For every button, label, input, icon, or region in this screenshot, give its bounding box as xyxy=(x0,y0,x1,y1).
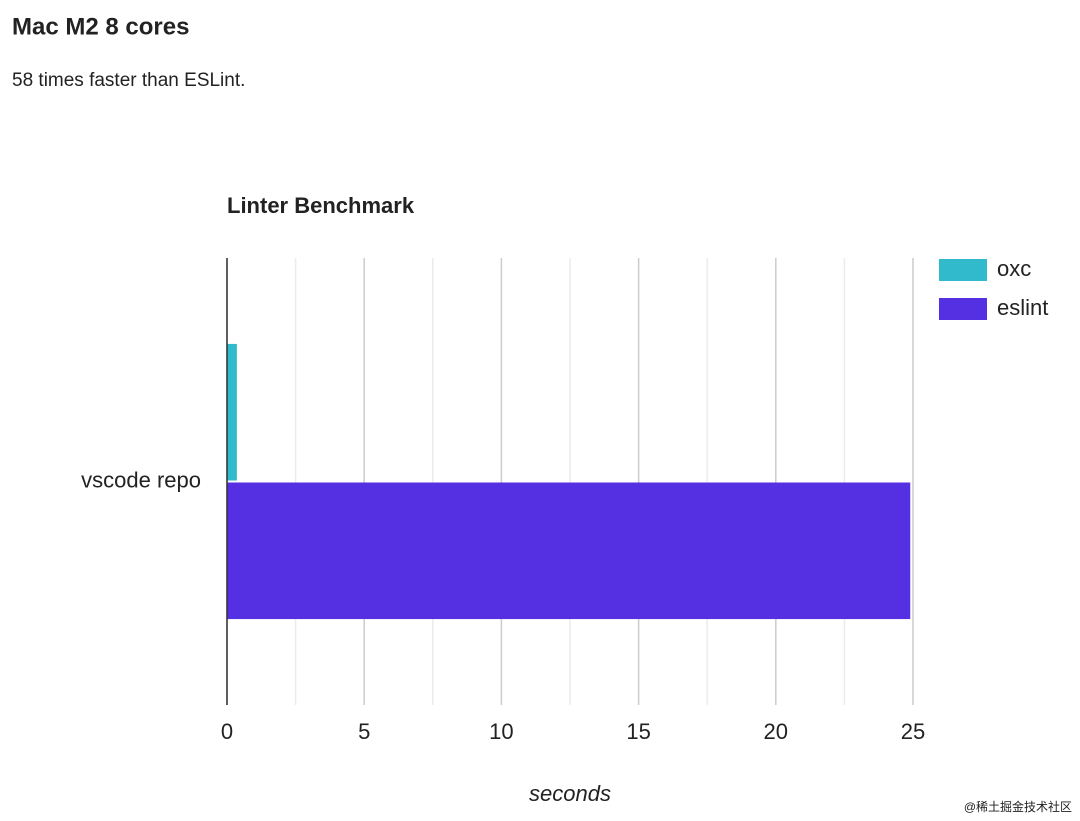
bar xyxy=(227,343,237,481)
legend-swatch xyxy=(939,259,987,281)
x-tick-label: 5 xyxy=(358,719,370,744)
x-tick-label: 25 xyxy=(901,719,925,744)
legend-label: eslint xyxy=(997,295,1048,320)
description: 58 times faster than ESLint. xyxy=(12,70,245,91)
chart-title: Linter Benchmark xyxy=(227,193,415,218)
x-axis-label: seconds xyxy=(529,781,611,806)
bar xyxy=(227,482,911,620)
x-tick-label: 0 xyxy=(221,719,233,744)
x-tick-label: 20 xyxy=(764,719,788,744)
heading: Mac M2 8 cores xyxy=(12,13,189,40)
y-tick-label: vscode repo xyxy=(81,467,201,492)
x-tick-label: 15 xyxy=(626,719,650,744)
x-tick-label: 10 xyxy=(489,719,513,744)
watermark: @稀土掘金技术社区 xyxy=(964,799,1072,814)
legend-swatch xyxy=(939,298,987,320)
legend-label: oxc xyxy=(997,256,1031,281)
